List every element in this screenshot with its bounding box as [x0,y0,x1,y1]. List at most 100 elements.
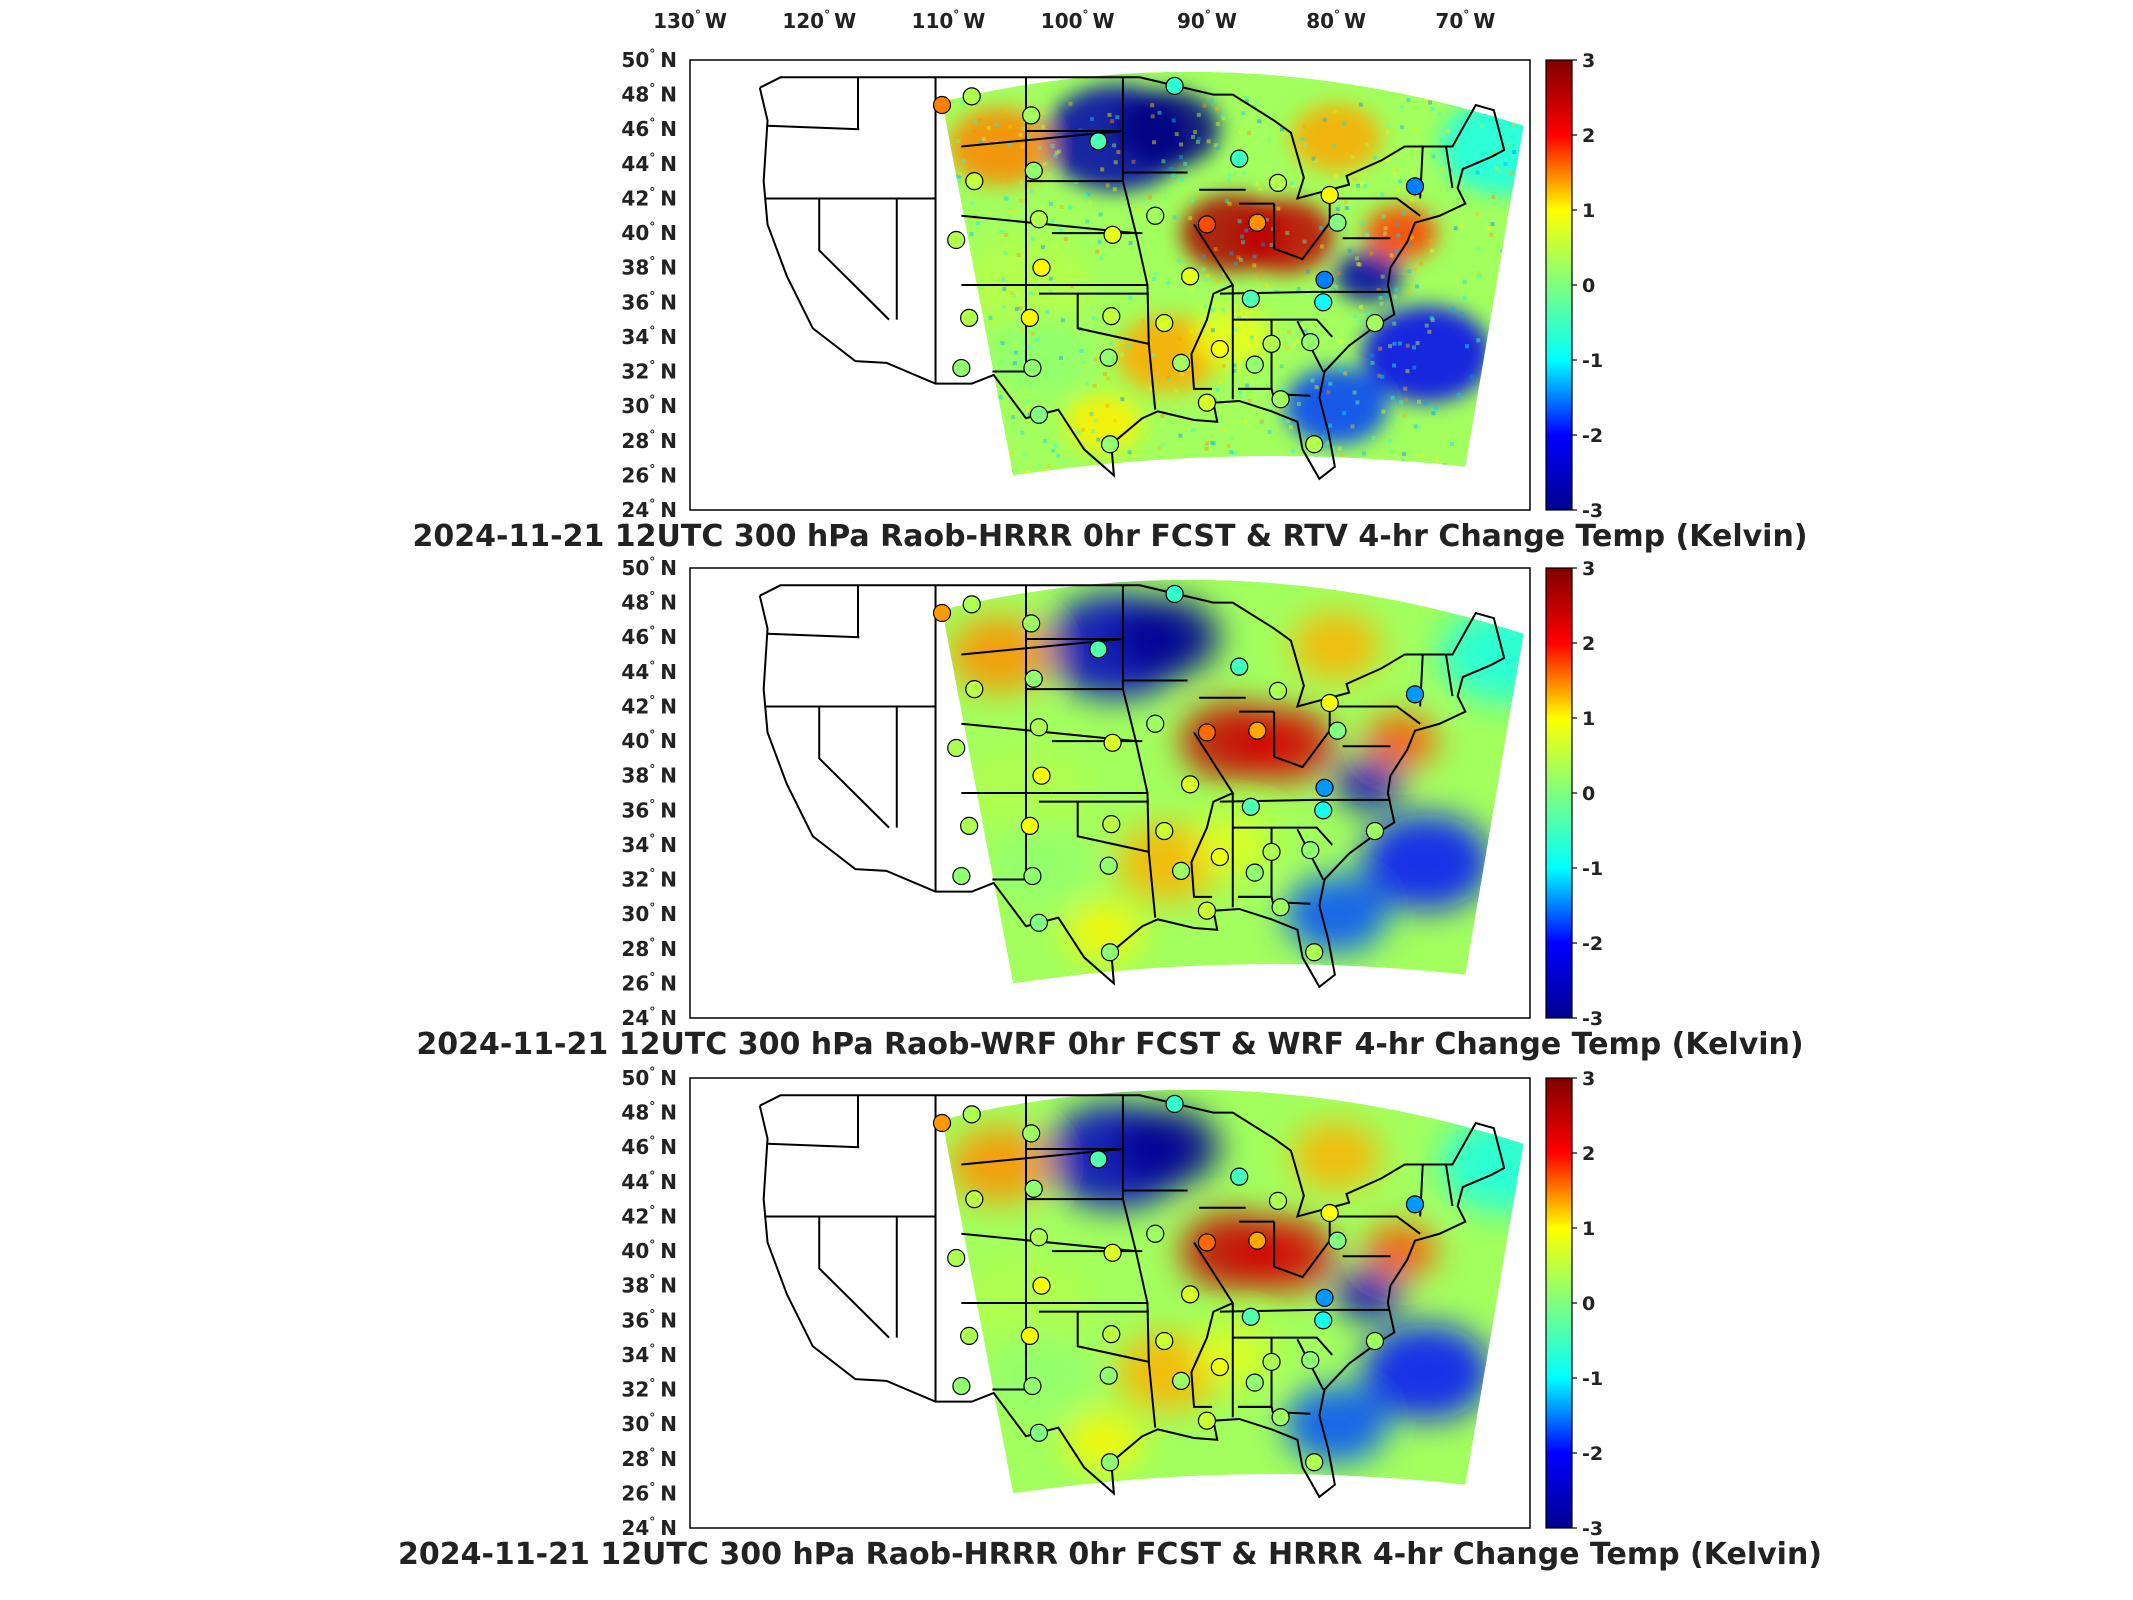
state-borders [758,584,1506,989]
raob-station-marker [932,95,952,115]
latitude-label: 32° N [621,1377,677,1402]
latitude-label: 24° N [621,497,677,522]
raob-station-marker [1197,901,1217,920]
raob-station-marker [1023,358,1042,378]
raob-station-marker [960,1326,979,1345]
raob-station-marker [1181,775,1200,794]
longitude-label: 110° W [912,8,986,33]
raob-station-marker [1099,1366,1118,1385]
raob-station-marker [1245,355,1264,374]
raob-station-marker [1328,1231,1347,1250]
raob-station-marker [1103,225,1122,244]
colorbar-tick-label: 1 [1582,200,1595,222]
raob-station-marker [1032,258,1051,277]
colorbar-tick-label: 2 [1582,125,1595,147]
map-panels: 50° N 48° N 46° N 44° N 42° N 40° N 38° N 36° N 34° N 32° N… [398,47,1822,1572]
colorbar-tick-label: 2 [1582,1143,1595,1165]
colorbar-tick-label: 3 [1582,1068,1595,1090]
latitude-label: 34° N [621,832,677,857]
raob-station-marker [1271,1408,1290,1427]
raob-station-marker [1032,766,1051,785]
latitude-label: 34° N [621,324,677,349]
latitude-label: 32° N [621,359,677,384]
raob-station-marker [1146,1224,1165,1243]
colorbar: 3 2 1 0 -1 -2 -3 [1545,558,1603,1030]
colorbar-tick-label: -2 [1582,933,1603,955]
raob-station-marker [1029,405,1049,424]
colorbar-tick-label: -3 [1582,1518,1603,1540]
longitude-label: 130° W [653,8,727,33]
raob-station-marker [947,230,966,250]
map-frame [689,567,1531,1019]
latitude-label: 40° N [621,1238,677,1263]
raob-station-marker [1181,1285,1200,1304]
station-markers [932,1094,1425,1472]
raob-station-marker [1262,1352,1281,1371]
raob-station-marker [1405,685,1425,704]
latitude-label: 42° N [621,693,677,718]
raob-station-marker [1365,313,1385,333]
latitude-axis-labels: 50° N 48° N 46° N 44° N 42° N 40° N 38° N 36° N 34° N 32° N… [621,555,677,1030]
raob-station-marker [1146,206,1165,225]
latitude-label: 30° N [621,393,677,418]
raob-station-marker [1315,778,1334,797]
raob-station-marker [1248,1231,1267,1250]
raob-station-marker [1301,1351,1320,1370]
colorbar-tick-label: 2 [1582,633,1595,655]
latitude-label: 50° N [621,47,677,72]
raob-station-marker [1365,821,1385,841]
raob-station-marker [1089,640,1108,659]
raob-station-marker [1328,213,1347,232]
colorbar-gradient [1545,59,1573,511]
raob-station-marker [1210,847,1229,867]
colorbar: 3 2 1 0 -1 -2 -3 [1545,50,1603,522]
latitude-label: 46° N [621,116,677,141]
raob-station-marker [1099,856,1118,875]
raob-station-marker [1165,584,1184,604]
raob-station-marker [1024,669,1043,688]
raob-station-marker [1171,353,1191,372]
latitude-label: 50° N [621,555,677,580]
raob-station-marker [1171,861,1191,880]
latitude-label: 24° N [621,1005,677,1030]
raob-station-marker [1268,681,1288,700]
colorbar-tick-label: 0 [1582,1293,1595,1315]
latitude-axis-labels: 50° N 48° N 46° N 44° N 42° N 40° N 38° N 36° N 34° N 32° N… [621,1065,677,1540]
raob-station-marker [1241,797,1260,816]
latitude-label: 24° N [621,1515,677,1540]
latitude-label: 26° N [621,462,677,487]
raob-station-marker [1029,1228,1049,1247]
latitude-label: 36° N [621,1307,677,1332]
colorbar-gradient [1545,567,1573,1019]
latitude-label: 40° N [621,220,677,245]
latitude-label: 28° N [621,936,677,961]
raob-station-marker [1102,1325,1121,1344]
latitude-label: 42° N [621,1203,677,1228]
raob-station-marker [1314,801,1333,820]
raob-station-marker [1102,815,1121,834]
state-borders [758,76,1506,481]
station-markers [932,584,1425,962]
raob-station-marker [947,1248,966,1268]
latitude-label: 48° N [621,590,677,615]
raob-station-marker [1271,390,1290,409]
raob-station-marker [1171,1371,1191,1390]
raob-station-marker [1029,1423,1049,1442]
longitude-label: 100° W [1041,8,1115,33]
raob-station-marker [1230,657,1249,676]
raob-station-marker [1029,210,1049,229]
latitude-label: 44° N [621,1169,677,1194]
raob-station-marker [1181,267,1200,286]
latitude-label: 42° N [621,185,677,210]
raob-station-marker [962,87,981,106]
raob-station-marker [1245,863,1264,882]
raob-station-marker [1197,393,1217,412]
raob-station-marker [1100,435,1120,454]
raob-station-marker [1020,1326,1039,1345]
latitude-label: 44° N [621,659,677,684]
colorbar-tick-label: -2 [1582,425,1603,447]
colorbar-tick-label: 1 [1582,708,1595,730]
raob-station-marker [1315,270,1334,289]
raob-station-marker [1022,1124,1041,1143]
latitude-label: 32° N [621,867,677,892]
